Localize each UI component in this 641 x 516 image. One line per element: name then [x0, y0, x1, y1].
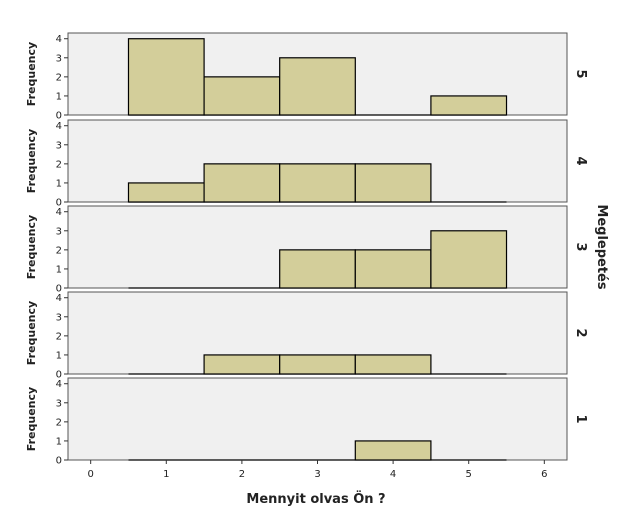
x-tick-label: 0 — [87, 469, 93, 480]
bar — [354, 440, 432, 461]
y-tick-label: 3 — [56, 226, 62, 237]
bar — [354, 354, 432, 375]
x-tick-label: 5 — [466, 469, 472, 480]
y-tick-label: 1 — [56, 436, 62, 447]
y-tick-label: 4 — [56, 121, 62, 132]
panel-background — [67, 377, 568, 461]
bar — [127, 38, 205, 116]
y-axis-label: Frequency — [25, 42, 38, 106]
bar — [279, 57, 356, 116]
facet-panel-5: 0 1 2 3 4 Frequency 5 — [25, 32, 588, 122]
x-axis: 0 1 2 3 4 5 6 — [87, 460, 548, 480]
facet-panel-4: 0 1 2 3 4 Frequency 4 — [25, 119, 588, 209]
facet-value-label: 3 — [573, 242, 588, 251]
bar — [279, 354, 356, 375]
y-tick-label: 3 — [56, 398, 62, 409]
bar — [279, 249, 356, 289]
y-tick-label: 0 — [56, 456, 62, 467]
y-tick-label: 1 — [56, 91, 62, 102]
y-tick-label: 0 — [56, 284, 62, 295]
facet-title: Meglepetés — [594, 204, 609, 289]
x-tick-label: 2 — [239, 469, 245, 480]
facet-value-label: 4 — [573, 156, 588, 165]
y-tick-label: 4 — [56, 34, 62, 45]
facet-value-label: 5 — [573, 69, 588, 78]
x-tick-label: 6 — [541, 469, 547, 480]
y-tick-label: 0 — [56, 198, 62, 209]
bar — [279, 163, 356, 203]
facet-value-label: 1 — [573, 414, 588, 423]
y-axis-label: Frequency — [25, 301, 38, 365]
y-tick-label: 2 — [56, 159, 62, 170]
x-tick-label: 1 — [163, 469, 169, 480]
y-axis-label: Frequency — [25, 387, 38, 451]
y-tick-label: 3 — [56, 140, 62, 151]
bar — [127, 182, 205, 203]
y-axis-label: Frequency — [25, 129, 38, 193]
y-tick-label: 2 — [56, 417, 62, 428]
bar — [354, 249, 432, 289]
y-tick-label: 4 — [56, 379, 62, 390]
bar — [203, 76, 281, 116]
y-tick-label: 1 — [56, 350, 62, 361]
x-tick-label: 4 — [390, 469, 396, 480]
y-tick-label: 3 — [56, 312, 62, 323]
y-axis-label: Frequency — [25, 215, 38, 279]
facet-panel-1: 0 1 2 3 4 Frequency 1 — [25, 377, 588, 467]
y-tick-label: 2 — [56, 245, 62, 256]
y-tick-label: 1 — [56, 178, 62, 189]
bar — [203, 163, 281, 203]
y-tick-label: 4 — [56, 207, 62, 218]
y-tick-label: 4 — [56, 293, 62, 304]
bar — [430, 95, 508, 116]
x-axis-label: Mennyit olvas Ön ? — [246, 491, 385, 507]
y-tick-label: 0 — [56, 370, 62, 381]
facet-value-label: 2 — [573, 328, 588, 337]
x-tick-label: 3 — [314, 469, 320, 480]
bar — [430, 230, 508, 289]
facet-panel-2: 0 1 2 3 4 Frequency 2 — [25, 291, 588, 381]
bar — [354, 163, 432, 203]
y-tick-label: 2 — [56, 331, 62, 342]
y-tick-label: 2 — [56, 72, 62, 83]
y-tick-label: 3 — [56, 53, 62, 64]
y-tick-label: 0 — [56, 111, 62, 122]
y-tick-label: 1 — [56, 264, 62, 275]
facet-panel-3: 0 1 2 3 4 Frequency 3 — [25, 205, 588, 295]
bar — [203, 354, 281, 375]
